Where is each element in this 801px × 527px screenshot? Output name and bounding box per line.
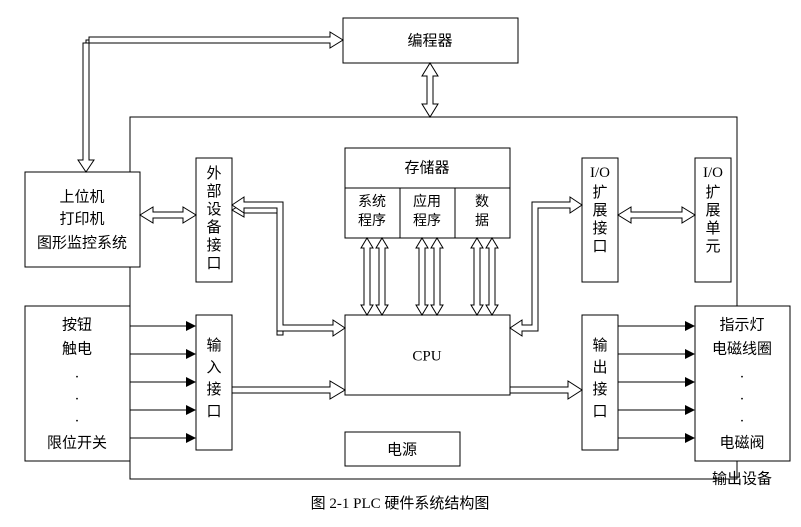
svg-text:.: .: [75, 387, 79, 403]
svg-text:输出设备: 输出设备: [712, 470, 772, 487]
svg-text:应用: 应用: [413, 193, 441, 210]
svg-text:指示灯: 指示灯: [719, 316, 764, 333]
host-l3: 图形监控系统: [37, 234, 127, 251]
svg-text:.: .: [75, 365, 79, 381]
arrow-prog-frame: [422, 63, 438, 117]
svg-text:口: 口: [592, 404, 607, 420]
svg-text:系统: 系统: [358, 194, 386, 210]
svg-text:数: 数: [475, 194, 489, 210]
svg-text:入: 入: [206, 360, 221, 376]
svg-text:限位开关: 限位开关: [47, 434, 107, 451]
extif-c0: 外: [206, 165, 221, 182]
label-programmer: 编程器: [407, 32, 452, 49]
host-l2: 打印机: [59, 210, 104, 227]
svg-text:口: 口: [592, 239, 607, 255]
svg-text:按钮: 按钮: [62, 316, 92, 333]
svg-text:.: .: [740, 409, 744, 425]
plc-diagram: 编程器 上位机 打印机 图形监控系统 外 部 设 备 接 口 存储器 系统 程序…: [0, 0, 801, 527]
svg-text:元: 元: [705, 239, 720, 255]
svg-text:据: 据: [475, 213, 489, 229]
extif-c1: 部: [206, 183, 221, 200]
extif-c4: 接: [206, 237, 221, 254]
svg-text:.: .: [740, 387, 744, 403]
svg-text:触电: 触电: [62, 340, 92, 357]
svg-text:接: 接: [592, 220, 607, 237]
svg-text:电磁线圈: 电磁线圈: [712, 340, 772, 357]
extif-c5: 口: [206, 256, 221, 272]
svg-text:接: 接: [592, 381, 607, 398]
svg-text:展: 展: [705, 203, 720, 219]
svg-text:CPU: CPU: [412, 348, 441, 364]
svg-text:程序: 程序: [358, 213, 386, 229]
svg-text:I/O: I/O: [703, 165, 723, 181]
svg-text:扩: 扩: [705, 184, 720, 201]
memory-title: 存储器: [404, 159, 449, 176]
figure-caption: 图 2-1 PLC 硬件系统结构图: [311, 495, 490, 512]
extif-c3: 备: [206, 219, 221, 236]
svg-text:输: 输: [592, 337, 607, 354]
svg-text:扩: 扩: [592, 184, 607, 201]
svg-text:电磁阀: 电磁阀: [719, 434, 764, 451]
svg-text:口: 口: [206, 404, 221, 420]
svg-text:接: 接: [206, 381, 221, 398]
svg-text:输: 输: [206, 337, 221, 354]
svg-text:展: 展: [592, 203, 607, 219]
svg-text:I/O: I/O: [590, 165, 610, 181]
host-l1: 上位机: [59, 188, 104, 205]
svg-text:单: 单: [705, 220, 720, 237]
svg-text:.: .: [75, 409, 79, 425]
svg-text:出: 出: [592, 359, 607, 376]
svg-text:.: .: [740, 365, 744, 381]
svg-text:电源: 电源: [387, 441, 417, 458]
svg-text:程序: 程序: [413, 213, 441, 229]
extif-c2: 设: [206, 201, 221, 218]
